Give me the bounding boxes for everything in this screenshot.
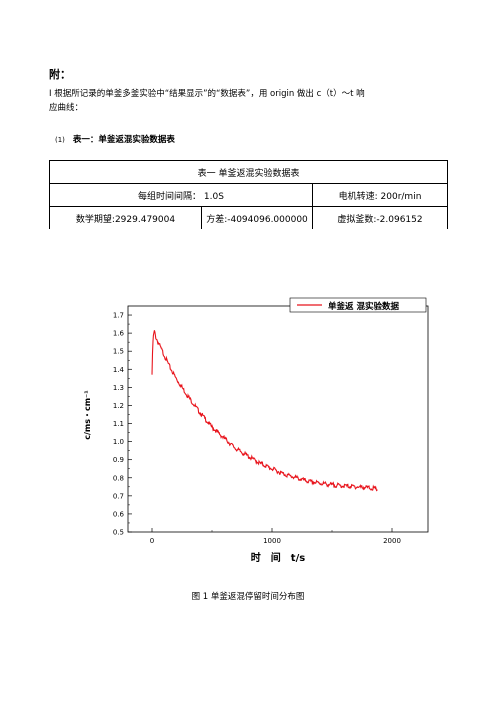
series-line xyxy=(151,330,378,492)
expectation-cell: 数学期望:2929.479004 xyxy=(49,206,202,229)
legend-box xyxy=(289,297,427,313)
y-tick-label: 1.3 xyxy=(113,384,124,392)
y-axis-label: c/ms・cm⁻¹ xyxy=(83,390,92,440)
plot-frame xyxy=(127,305,429,533)
rtd-chart: 0.50.60.70.80.91.01.11.21.31.41.51.61.7 … xyxy=(83,297,429,564)
section-heading: (1) 表一：单釜返混实验数据表 xyxy=(55,133,175,145)
x-tick-label: 0 xyxy=(150,537,154,545)
y-tick-label: 0.5 xyxy=(113,529,124,537)
y-tick-label: 1.2 xyxy=(113,402,124,410)
time-interval-cell: 每组时间间隔： 1.0S xyxy=(49,183,313,207)
virtual-stages-cell: 虚拟釜数:-2.096152 xyxy=(311,206,449,229)
y-tick-label: 0.7 xyxy=(113,492,124,500)
y-tick-label: 1.5 xyxy=(113,348,124,356)
y-tick-label: 1.7 xyxy=(113,312,124,320)
y-tick-label: 1.0 xyxy=(113,438,124,446)
y-tick-label: 0.6 xyxy=(113,510,125,518)
x-axis-label: 时 间 t/s xyxy=(251,551,305,564)
table-title: 表一 单釜返混实验数据表 xyxy=(48,160,449,184)
intro-line-2: 应曲线： xyxy=(49,103,84,113)
y-axis: 0.5 0.6 0.7 0.8 0.9 1.0 1.1 1.2 1.3 1.4 1.5 1.6 1.7 xyxy=(113,312,132,537)
experiment-data-table: 表一 单釜返混实验数据表 每组时间间隔： 1.0S 电机转速: 200r/min… xyxy=(48,160,449,229)
x-tick-label: 2000 xyxy=(383,537,401,545)
section-number: (1) xyxy=(55,136,65,144)
y-tick-label: 1.4 xyxy=(113,366,125,374)
x-tick-label: 1000 xyxy=(263,537,281,545)
legend-label: 单釜返 混实验数据 xyxy=(328,301,399,312)
section-label: 表一：单釜返混实验数据表 xyxy=(72,135,175,145)
intro-line-1: Ⅰ 根据所记录的单釜多釜实验中“结果显示”的“数据表”，用 origin 做出 … xyxy=(49,89,365,99)
y-tick-label: 1.6 xyxy=(113,330,125,338)
y-tick-label: 0.9 xyxy=(113,456,124,464)
appendix-heading: 附： xyxy=(49,68,71,81)
figure-caption: 图 1 单釜返混停留时间分布图 xyxy=(191,592,305,602)
x-axis: 0 1000 2000 xyxy=(150,528,401,545)
variance-cell: 方差:-4094096.000000 xyxy=(201,206,313,229)
y-tick-label: 0.8 xyxy=(113,474,124,482)
motor-speed-cell: 电机转速: 200r/min xyxy=(311,183,449,207)
y-tick-label: 1.1 xyxy=(113,420,124,428)
